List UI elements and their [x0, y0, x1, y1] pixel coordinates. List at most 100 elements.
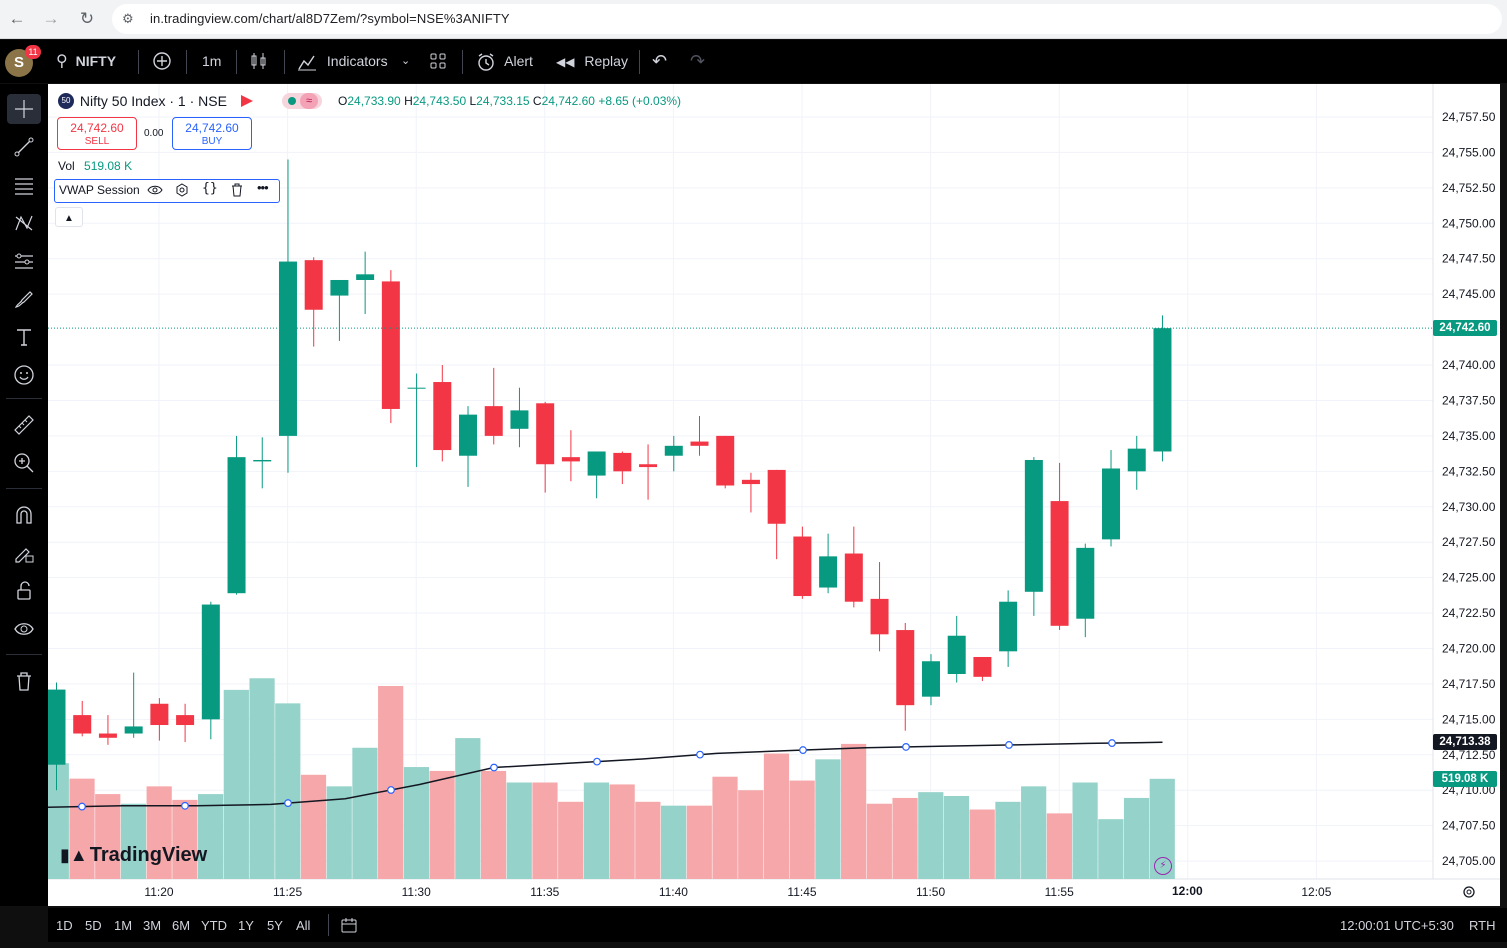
vwap-anchor-dot [799, 746, 807, 754]
candle-body [433, 382, 452, 451]
zoom-in-icon[interactable] [7, 448, 41, 478]
candle-body [819, 556, 838, 588]
candle-body [639, 464, 658, 468]
range-button-5y[interactable]: 5Y [267, 918, 283, 933]
volume-bar [1046, 813, 1072, 879]
chart-pane[interactable]: 24,757.50 24,755.00 24,752.50 24,750.00 24,7… [48, 84, 1500, 906]
candle-body [690, 441, 709, 446]
grid-layout-icon [430, 53, 446, 69]
url-text[interactable]: in.tradingview.com/chart/al8D7Zem/?symbo… [150, 11, 510, 26]
vwap-indicator-legend[interactable]: VWAP Session {} ••• [54, 179, 280, 203]
lock-icon[interactable] [7, 576, 41, 606]
more-icon[interactable]: ••• [257, 180, 269, 195]
plus-circle-icon [153, 52, 171, 70]
chart-canvas[interactable]: 24,757.50 24,755.00 24,752.50 24,750.00 24,7… [48, 84, 1500, 906]
price-tick-label: 24,735.00 [1442, 429, 1496, 443]
clock-timezone[interactable]: 12:00:01 UTC+5:30 [1340, 918, 1454, 933]
ruler-tool-icon[interactable] [7, 410, 41, 440]
candle [330, 279, 349, 341]
pattern-tool-icon[interactable] [7, 208, 41, 238]
redo-icon[interactable]: ↷ [690, 51, 706, 71]
candle-body [844, 553, 863, 602]
vwap-line [48, 741, 1163, 808]
crosshair-tool-icon[interactable] [7, 94, 41, 124]
candle [1127, 435, 1146, 490]
session-button[interactable]: RTH [1469, 918, 1496, 933]
volume-legend[interactable]: Vol 519.08 K [58, 159, 132, 173]
site-settings-icon[interactable]: ⚙ [122, 11, 134, 26]
reload-icon[interactable]: ↻ [79, 9, 95, 28]
symbol-search-button[interactable]: ⚲ NIFTY [56, 40, 116, 83]
trend-line-tool-icon[interactable] [7, 132, 41, 162]
settings-icon[interactable] [175, 183, 189, 200]
magnet-icon[interactable] [7, 500, 41, 530]
vwap-anchor-dot [387, 786, 395, 794]
candle-body [1127, 448, 1146, 472]
layouts-button[interactable] [429, 40, 449, 83]
vwap-anchor-dot [1005, 741, 1013, 749]
price-tick-label: 24,755.00 [1442, 145, 1496, 159]
range-button-1d[interactable]: 1D [56, 918, 73, 933]
candle [356, 251, 375, 315]
candle [793, 526, 812, 599]
candle-body [73, 715, 92, 734]
volume-bar [1021, 786, 1047, 879]
time-tick-label: 11:20 [144, 885, 173, 899]
eye-icon[interactable] [147, 183, 163, 200]
lightning-icon[interactable]: ⚡ [1154, 857, 1172, 875]
text-tool-icon[interactable] [7, 322, 41, 352]
volume-bar [146, 786, 172, 879]
range-button-ytd[interactable]: YTD [201, 918, 227, 933]
data-status-toggle[interactable]: ≈ [282, 93, 322, 109]
trash-icon[interactable] [7, 666, 41, 696]
volume-bar [841, 743, 867, 879]
replay-button[interactable]: ◀◀ Replay [556, 40, 628, 83]
forecasting-tool-icon[interactable] [7, 246, 41, 276]
price-tick-label: 24,715.00 [1442, 712, 1496, 726]
sell-button[interactable]: 24,742.60 SELL [57, 117, 137, 150]
indicators-dropdown-icon[interactable]: ⌄ [401, 55, 411, 67]
time-tick-label: 11:50 [916, 885, 945, 899]
emoji-tool-icon[interactable] [7, 360, 41, 390]
range-button-1m[interactable]: 1M [114, 918, 133, 933]
lock-drawing-pencil-icon[interactable] [7, 538, 41, 568]
candle-body [1102, 468, 1121, 540]
volume-bar [172, 799, 198, 879]
trash-icon[interactable] [231, 183, 243, 200]
address-bar[interactable]: ⚙ in.tradingview.com/chart/al8D7Zem/?sym… [112, 4, 1502, 34]
range-button-1y[interactable]: 1Y [238, 918, 254, 933]
symbol-label: NIFTY [75, 53, 117, 69]
volume-bar [455, 738, 481, 879]
forward-icon[interactable]: → [42, 9, 60, 28]
range-button-5d[interactable]: 5D [85, 918, 102, 933]
eye-icon[interactable] [7, 614, 41, 644]
date-range-calendar-icon[interactable] [340, 908, 358, 942]
candle-body [201, 604, 220, 720]
buy-button[interactable]: 24,742.60 BUY [172, 117, 252, 150]
candle [639, 444, 658, 500]
time-tick-label: 12:05 [1301, 885, 1331, 899]
undo-icon[interactable]: ↶ [652, 51, 668, 71]
time-axis-labels: 11:20 11:25 11:30 11:35 11:40 11:45 11:50 11:55… [144, 885, 1331, 899]
exchange-logo-icon: 50 [58, 93, 74, 110]
chart-type-button[interactable] [250, 40, 270, 83]
indicators-button[interactable]: Indicators [297, 40, 388, 83]
back-icon[interactable]: ← [8, 9, 26, 28]
range-button-3m[interactable]: 3M [143, 918, 162, 933]
range-button-6m[interactable]: 6M [172, 918, 191, 933]
price-tick-label: 24,757.50 [1442, 110, 1496, 124]
collapse-legend-button[interactable]: ▲ [55, 207, 83, 227]
avatar[interactable]: S [5, 49, 33, 77]
brush-tool-icon[interactable] [7, 284, 41, 314]
source-code-icon[interactable]: {} [202, 181, 218, 196]
interval-button[interactable]: 1m [202, 53, 222, 69]
fib-retracement-tool-icon[interactable] [7, 170, 41, 200]
candle-body [459, 414, 478, 456]
candle [176, 703, 195, 743]
compare-symbol-button[interactable] [152, 40, 174, 83]
alert-button[interactable]: Alert [476, 40, 533, 83]
chart-settings-icon[interactable] [1461, 884, 1477, 905]
range-button-all[interactable]: All [296, 918, 311, 933]
symbol-legend[interactable]: 50 Nifty 50 Index · 1 · NSE [58, 92, 253, 110]
volume-bars [48, 678, 1175, 879]
